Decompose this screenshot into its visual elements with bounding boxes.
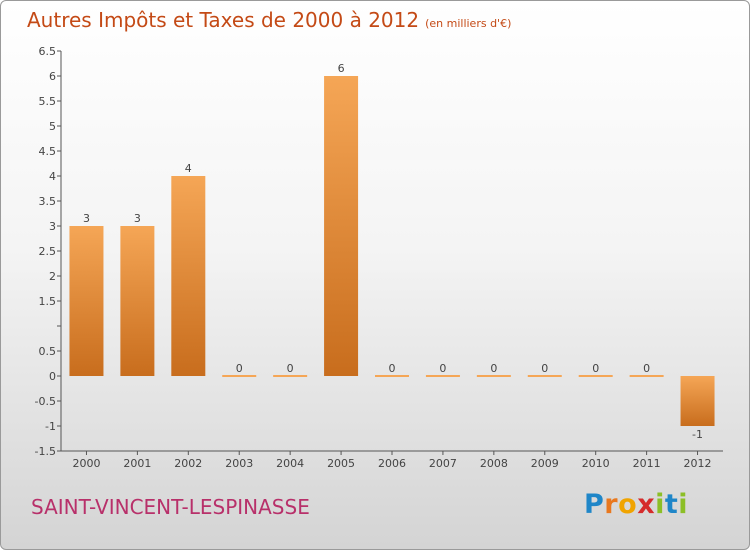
bar [680, 376, 715, 426]
logo-letter: x [637, 489, 656, 520]
bar [476, 375, 511, 377]
data-label: 0 [236, 362, 243, 375]
data-label: 0 [389, 362, 396, 375]
data-label: 0 [592, 362, 599, 375]
y-tick-label: 2.5 [39, 245, 57, 258]
bar [629, 375, 664, 377]
data-label: 0 [287, 362, 294, 375]
data-label: 0 [643, 362, 650, 375]
x-tick-label: 2004 [276, 457, 304, 470]
bar [375, 375, 409, 377]
y-tick-label: 4.5 [39, 145, 57, 158]
y-tick-label: 1.5 [39, 295, 57, 308]
y-tick-label: 0.5 [39, 345, 57, 358]
data-label: 3 [83, 212, 90, 225]
logo-letter: t [664, 489, 679, 520]
y-tick-label: 5.5 [39, 95, 57, 108]
x-tick-label: 2008 [480, 457, 508, 470]
data-label: 6 [338, 62, 345, 75]
data-label: 3 [134, 212, 141, 225]
chart-title: Autres Impôts et Taxes de 2000 à 2012 (en… [27, 8, 511, 32]
bar [527, 375, 562, 377]
y-tick-label: 3.5 [39, 195, 57, 208]
y-tick-label: 2 [49, 270, 56, 283]
proxiti-logo: Proxiti [584, 489, 688, 520]
bar [69, 226, 104, 376]
y-tick-label: 3 [49, 220, 56, 233]
x-tick-label: 2001 [123, 457, 151, 470]
logo-letter: i [678, 489, 689, 520]
x-tick-label: 2002 [174, 457, 202, 470]
x-tick-label: 2003 [225, 457, 253, 470]
data-label: 0 [541, 362, 548, 375]
logo-letter: o [618, 489, 638, 520]
bar [425, 375, 460, 377]
bar [222, 375, 257, 377]
bar [578, 375, 613, 377]
x-tick-label: 2012 [684, 457, 712, 470]
x-tick-label: 2009 [531, 457, 559, 470]
bar [324, 76, 359, 376]
y-tick-label: 5 [49, 120, 56, 133]
y-tick-label: -0.5 [35, 395, 56, 408]
chart-title-main: Autres Impôts et Taxes de 2000 à 2012 [27, 8, 420, 32]
x-tick-label: 2000 [72, 457, 100, 470]
x-tick-label: 2011 [633, 457, 661, 470]
y-tick-label: -1 [45, 420, 56, 433]
x-tick-label: 2005 [327, 457, 355, 470]
data-label: 0 [490, 362, 497, 375]
y-tick-label: 4 [49, 170, 56, 183]
y-tick-label: 6.5 [39, 45, 57, 58]
logo-letter: i [655, 489, 665, 520]
x-tick-label: 2006 [378, 457, 406, 470]
logo-letter: r [604, 489, 619, 520]
bar [273, 375, 308, 377]
data-label: 4 [185, 162, 192, 175]
chart-title-unit: (en milliers d'€) [425, 17, 512, 30]
data-label: 0 [439, 362, 446, 375]
x-tick-label: 2010 [582, 457, 610, 470]
x-tick-label: 2007 [429, 457, 457, 470]
bar [120, 226, 155, 376]
y-tick-label: -1.5 [35, 445, 56, 458]
logo-letter: P [584, 489, 605, 520]
data-label: -1 [692, 428, 703, 441]
y-tick-label: 6 [49, 70, 56, 83]
commune-name: SAINT-VINCENT-LESPINASSE [31, 495, 310, 519]
bar [171, 176, 206, 376]
y-tick-label: 0 [49, 370, 56, 383]
